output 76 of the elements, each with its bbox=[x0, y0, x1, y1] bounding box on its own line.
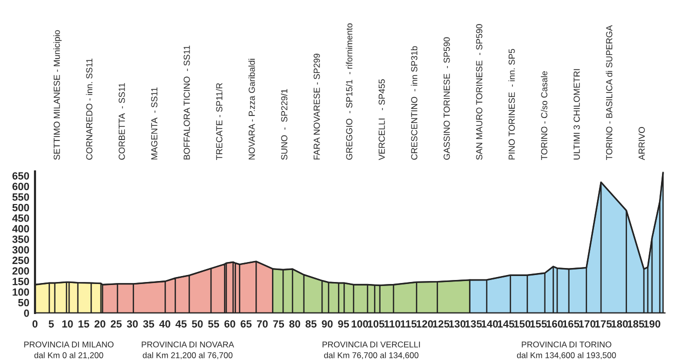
x-tick-label: 40 bbox=[159, 320, 170, 328]
text: TORINO - BASILICA di SUPERGA bbox=[606, 25, 612, 160]
x-tick-label: 150 bbox=[514, 320, 530, 328]
x-tick-label: 180 bbox=[612, 320, 628, 328]
text: ARRIVO bbox=[638, 127, 645, 160]
y-tick-label: 150 bbox=[12, 278, 30, 286]
x-tick-label: 80 bbox=[289, 320, 300, 328]
x-tick-label: 60 bbox=[224, 320, 236, 328]
text: PINO TORINESE - inn. SP5 bbox=[508, 48, 515, 160]
x-tick-label: 145 bbox=[498, 320, 514, 328]
x-tick-label: 50 bbox=[192, 320, 203, 328]
y-tick-label: 50 bbox=[18, 298, 30, 306]
text: CORBETTA - SS11 bbox=[118, 83, 125, 160]
text: PROVINCIA DI NOVARA dal Km 21,200 al 76,700 bbox=[142, 342, 234, 360]
x-tick-label: 140 bbox=[482, 320, 498, 328]
x-tick-label: 120 bbox=[416, 320, 433, 328]
x-tick-label: 155 bbox=[530, 320, 547, 328]
text: SUNO - SP229/1 bbox=[280, 89, 288, 160]
y-tick-label: 500 bbox=[12, 204, 30, 212]
text: GASSINO TORINESE - SP590 bbox=[444, 37, 450, 160]
x-tick-label: 115 bbox=[400, 320, 417, 328]
x-tick-label: 100 bbox=[352, 320, 368, 328]
y-tick-label: 100 bbox=[12, 288, 30, 296]
text: GREGGIO - SP15/1 - rifornimento bbox=[346, 23, 352, 160]
y-tick-label: 400 bbox=[12, 225, 30, 232]
x-tick-label: 160 bbox=[546, 320, 563, 328]
x-tick-label: 165 bbox=[562, 320, 580, 328]
x-tick-label: 70 bbox=[256, 320, 268, 328]
text: PROVINCIA DI MILANO dal Km 0 al 21,200 bbox=[24, 342, 114, 360]
x-tick-label: 135 bbox=[465, 320, 482, 328]
y-tick-label: 300 bbox=[12, 246, 30, 254]
x-tick-label: 30 bbox=[126, 320, 138, 328]
y-tick-label: 250 bbox=[12, 256, 30, 264]
x-tick-label: 110 bbox=[384, 320, 400, 328]
text: CRESCENTINO - inn SP31b bbox=[410, 46, 418, 160]
y-tick-label: 600 bbox=[12, 182, 30, 190]
x-tick-label: 105 bbox=[368, 320, 384, 328]
text: MAGENTA - SS11 bbox=[151, 87, 158, 160]
x-tick-label: 175 bbox=[595, 320, 612, 328]
x-tick-label: 125 bbox=[432, 320, 450, 328]
x-tick-label: 65 bbox=[240, 320, 252, 328]
x-tick-label: 35 bbox=[143, 320, 154, 328]
x-tick-label: 75 bbox=[273, 320, 284, 328]
text: SAN MAURO TORINESE - SP590 bbox=[476, 24, 482, 160]
x-tick-label: 185 bbox=[628, 320, 644, 328]
x-tick-label: 95 bbox=[338, 320, 350, 328]
x-tick-label: 20 bbox=[94, 320, 106, 328]
x-tick-label: 5 bbox=[48, 320, 54, 328]
text: SETTIMO MILANESE - Municipio bbox=[53, 30, 62, 160]
x-tick-label: 55 bbox=[208, 320, 220, 328]
text: TRECATE - SP11/R bbox=[216, 83, 222, 160]
text: TORINO - C/so Casale bbox=[540, 71, 548, 160]
text: VERCELLI - SP455 bbox=[378, 79, 385, 160]
x-tick-label: 90 bbox=[322, 320, 333, 328]
text: NOVARA - P.zza Garibaldi bbox=[248, 58, 255, 160]
x-tick-label: 45 bbox=[176, 320, 187, 328]
x-tick-label: 85 bbox=[306, 320, 317, 328]
text: BOFFALORA TICINO - SS11 bbox=[184, 46, 190, 160]
x-tick-label: 10 bbox=[62, 320, 73, 328]
y-tick-label: 200 bbox=[12, 267, 30, 275]
x-tick-label: 130 bbox=[449, 320, 466, 328]
x-tick-label: 25 bbox=[110, 320, 122, 328]
x-tick-label: 15 bbox=[78, 320, 90, 328]
y-tick-label: 550 bbox=[12, 193, 30, 201]
x-tick-label: 170 bbox=[579, 320, 596, 328]
y-tick-label: 0 bbox=[24, 309, 30, 317]
text: ULTIMI 3 CHILOMETRI bbox=[574, 69, 580, 160]
text: FARA NOVARESE - SP299 bbox=[314, 54, 320, 160]
y-tick-label: 350 bbox=[12, 236, 30, 243]
y-tick-label: 450 bbox=[12, 214, 30, 222]
text: CORNAREDO - inn. SS11 bbox=[86, 58, 92, 160]
x-tick-label: 0 bbox=[32, 320, 38, 328]
text: PROVINCIA DI VERCELLI dal Km 76,700 al 134,600 bbox=[322, 342, 420, 360]
y-tick-label: 650 bbox=[12, 172, 30, 180]
x-tick-label: 190 bbox=[644, 320, 660, 328]
text: PROVINCIA DI TORINO dal Km 134,600 al 193,500 bbox=[516, 342, 616, 360]
